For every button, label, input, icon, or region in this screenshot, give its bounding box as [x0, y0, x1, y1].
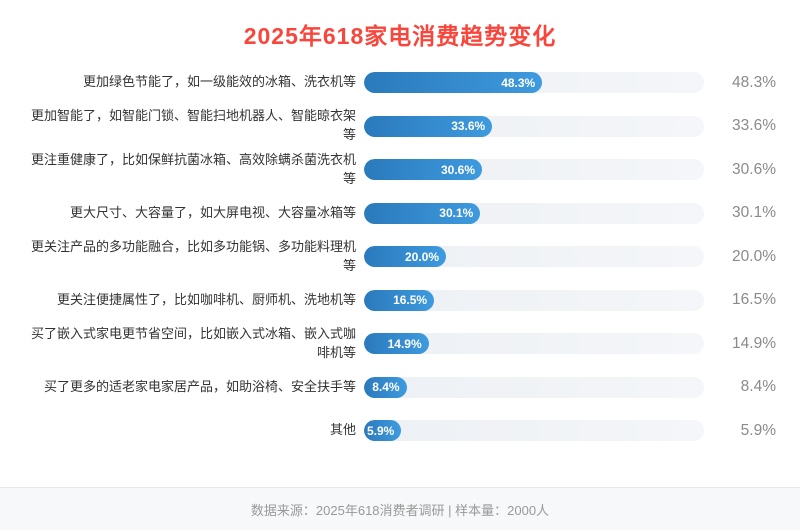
chart-row: 其他 5.9% 5.9%: [24, 409, 776, 453]
bar-value-label: 33.6%: [451, 119, 486, 134]
bar-fill: 14.9%: [364, 333, 429, 355]
bar-track: 14.9%: [364, 333, 704, 355]
footer-bar: 数据来源：2025年618消费者调研 | 样本量：2000人: [0, 487, 800, 530]
bar-value-label: 48.3%: [501, 75, 536, 90]
value-label: 33.6%: [732, 117, 776, 135]
chart-row: 买了更多的适老家电家居产品，如助浴椅、安全扶手等 8.4% 8.4%: [24, 366, 776, 410]
chart-row: 更大尺寸、大容量了，如大屏电视、大容量冰箱等 30.1% 30.1%: [24, 192, 776, 236]
category-label: 其他: [329, 422, 356, 438]
bar-value-label: 5.9%: [367, 423, 395, 438]
bar-value-label: 20.0%: [404, 249, 439, 264]
bar-value-label: 8.4%: [372, 380, 400, 395]
chart-row: 更加绿色节能了，如一级能效的冰箱、洗衣机等 48.3% 48.3%: [24, 61, 776, 105]
bar-fill: 16.5%: [364, 289, 435, 311]
bar-fill: 30.1%: [364, 202, 481, 224]
bar-fill: 33.6%: [364, 115, 493, 137]
bar-track: 5.9%: [364, 420, 704, 442]
bar-value-label: 16.5%: [393, 293, 428, 308]
category-label: 更大尺寸、大容量了，如大屏电视、大容量冰箱等: [69, 204, 356, 220]
chart-row: 更加智能了，如智能门锁、智能扫地机器人、智能晾衣架等 33.6% 33.6%: [24, 105, 776, 149]
data-source-text: 数据来源：2025年618消费者调研 | 样本量：2000人: [250, 502, 550, 518]
bar-value-label: 14.9%: [387, 336, 422, 351]
bar-track: 48.3%: [364, 72, 704, 94]
category-label: 更关注便捷属性了，比如咖啡机、厨师机、洗地机等: [56, 291, 356, 307]
bar-chart: 更加绿色节能了，如一级能效的冰箱、洗衣机等 48.3% 48.3% 更加智能了，如智能…: [0, 59, 800, 453]
value-label: 16.5%: [732, 291, 776, 309]
bar-track: 20.0%: [364, 246, 704, 268]
value-label: 48.3%: [732, 73, 776, 91]
chart-title: 2025年618家电消费趋势变化: [243, 23, 557, 49]
chart-row: 更注重健康了，比如保鲜抗菌冰箱、高效除螨杀菌洗衣机等 30.6% 30.6%: [24, 148, 776, 192]
bar-fill: 8.4%: [364, 376, 407, 398]
category-label: 更关注产品的多功能融合，比如多功能锅、多功能料理机等: [30, 238, 356, 273]
value-label: 20.0%: [732, 247, 776, 265]
chart-row: 更关注便捷属性了，比如咖啡机、厨师机、洗地机等 16.5% 16.5%: [24, 279, 776, 323]
bar-fill: 5.9%: [364, 420, 402, 442]
category-label: 买了嵌入式家电更节省空间，比如嵌入式冰箱、嵌入式咖啡机等: [30, 325, 356, 360]
value-label: 30.6%: [732, 160, 776, 178]
chart-row: 买了嵌入式家电更节省空间，比如嵌入式冰箱、嵌入式咖啡机等 14.9% 14.9%: [24, 322, 776, 366]
category-label: 更加绿色节能了，如一级能效的冰箱、洗衣机等: [82, 74, 356, 90]
value-label: 14.9%: [732, 334, 776, 352]
bar-value-label: 30.6%: [441, 162, 476, 177]
chart-row: 更关注产品的多功能融合，比如多功能锅、多功能料理机等 20.0% 20.0%: [24, 235, 776, 279]
bar-track: 33.6%: [364, 115, 704, 137]
bar-fill: 48.3%: [364, 72, 543, 94]
bar-track: 30.6%: [364, 159, 704, 181]
bar-fill: 30.6%: [364, 159, 483, 181]
bar-track: 16.5%: [364, 289, 704, 311]
bar-track: 8.4%: [364, 376, 704, 398]
value-label: 8.4%: [740, 378, 776, 396]
category-label: 更注重健康了，比如保鲜抗菌冰箱、高效除螨杀菌洗衣机等: [30, 151, 356, 186]
bar-track: 30.1%: [364, 202, 704, 224]
bar-fill: 20.0%: [364, 246, 446, 268]
value-label: 30.1%: [732, 204, 776, 222]
category-label: 买了更多的适老家电家居产品，如助浴椅、安全扶手等: [43, 378, 356, 394]
value-label: 5.9%: [740, 421, 776, 439]
category-label: 更加智能了，如智能门锁、智能扫地机器人、智能晾衣架等: [30, 108, 356, 143]
bar-value-label: 30.1%: [439, 206, 474, 221]
